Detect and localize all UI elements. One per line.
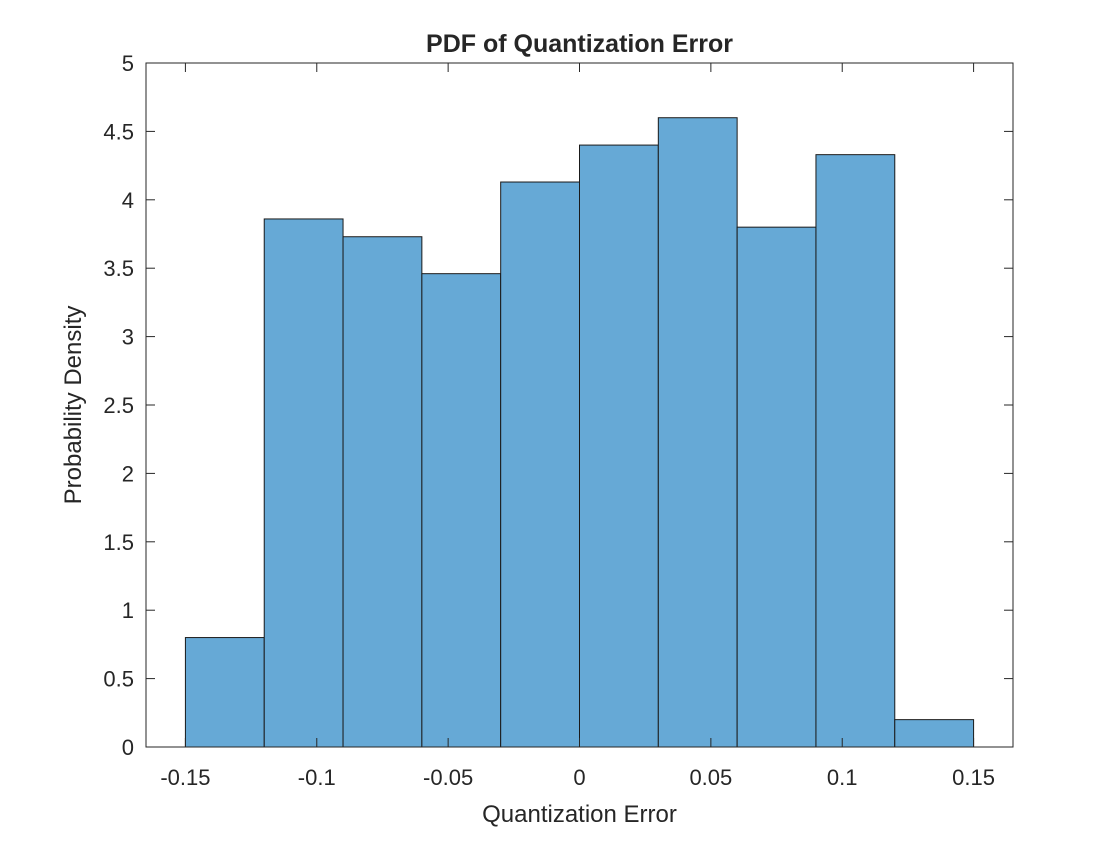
bars-group [184, 117, 975, 748]
y-tick-label: 2 [122, 461, 134, 486]
x-tick-label: -0.05 [423, 765, 473, 790]
y-tick-label: 5 [122, 51, 134, 76]
y-tick-label: 1.5 [103, 530, 134, 555]
x-tick-label: -0.1 [298, 765, 336, 790]
y-tick-label: 0 [122, 735, 134, 760]
histogram-bar [263, 218, 344, 748]
tick-labels-group: -0.15 -0.1 -0.05 0 0.05 0.1 0.15 0 0.5 1 1.5 2 2.5 3 3… [103, 51, 995, 790]
histogram-bar [657, 117, 738, 748]
y-tick-label: 2.5 [103, 393, 134, 418]
x-tick-label: 0 [573, 765, 585, 790]
y-tick-label: 0.5 [103, 667, 134, 692]
y-tick-label: 1 [122, 598, 134, 623]
histogram-bar [500, 181, 581, 748]
y-tick-label: 3.5 [103, 256, 134, 281]
y-tick-label: 4.5 [103, 119, 134, 144]
x-tick-label: 0.05 [689, 765, 732, 790]
y-tick-label: 4 [122, 188, 134, 213]
x-tick-label: 0.15 [952, 765, 995, 790]
histogram-bar [421, 273, 502, 748]
x-axis-label: Quantization Error [482, 801, 677, 828]
histogram-bar [342, 236, 423, 748]
x-tick-label: -0.15 [160, 765, 210, 790]
histogram-bar [184, 637, 265, 748]
histogram-bar [815, 154, 896, 748]
y-tick-label: 3 [122, 325, 134, 350]
histogram-bar [579, 144, 659, 748]
chart-title: PDF of Quantization Error [426, 30, 733, 58]
histogram-bar [894, 719, 975, 748]
axes-box [145, 62, 1014, 748]
x-tick-label: 0.1 [827, 765, 858, 790]
y-axis-label: Probability Density [60, 306, 87, 505]
histogram-bar [736, 226, 817, 748]
ticks-group [146, 62, 1013, 748]
